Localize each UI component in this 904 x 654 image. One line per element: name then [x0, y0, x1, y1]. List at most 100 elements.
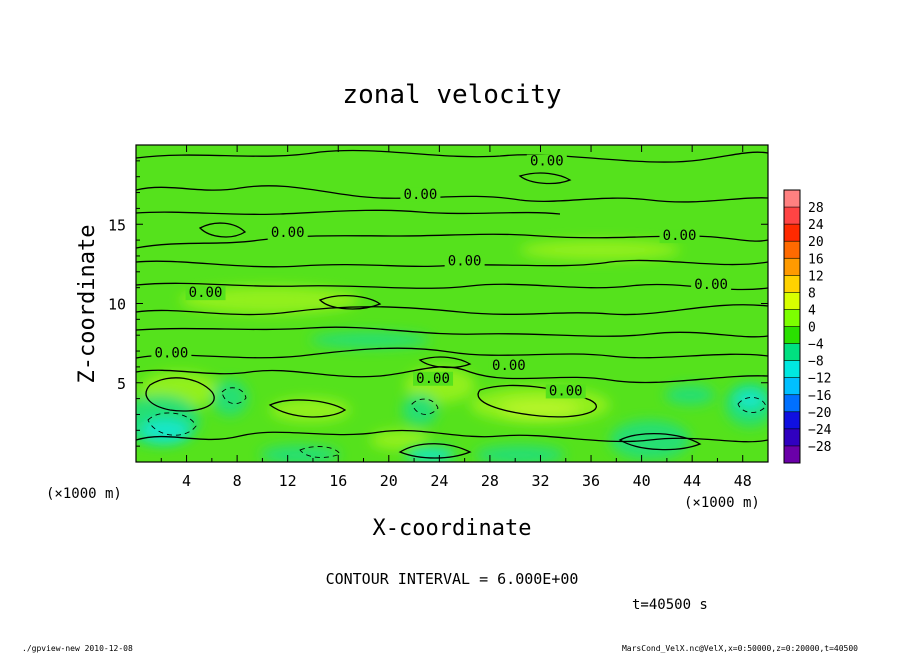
colorbar-swatch [784, 241, 800, 259]
x-axis-title: X-coordinate [373, 516, 532, 541]
colorbar-label: 4 [808, 303, 816, 318]
positive-region [370, 430, 430, 450]
negative-contour-lines [147, 387, 767, 458]
contour-label-background [444, 254, 485, 269]
contour-line [145, 377, 215, 412]
chart-title: zonal velocity [342, 80, 561, 110]
contour-line [318, 295, 382, 310]
contour-label: 0.00 [404, 187, 438, 203]
colorbar-swatch [784, 445, 800, 464]
colorbar-swatch [784, 309, 800, 327]
strong-positive-region [500, 400, 580, 416]
y-tick-label: 15 [108, 216, 126, 234]
colorbar-label: −12 [808, 372, 831, 387]
x-tick-label: 44 [683, 472, 701, 490]
contour-label: 0.00 [155, 345, 189, 361]
colorbar-label: −24 [808, 423, 832, 438]
colorbar-swatch [784, 292, 800, 310]
contour-line [268, 399, 347, 418]
y-axis: 5 10 15 [108, 160, 768, 447]
contour-label-background [659, 229, 700, 244]
contour-label-background [691, 278, 732, 293]
colorbar-label: −4 [808, 338, 824, 353]
y-tick-label: 5 [117, 375, 126, 393]
colorbar-label: 0 [808, 321, 816, 336]
y-tick-label: 10 [108, 296, 126, 314]
x-tick-label: 20 [380, 472, 398, 490]
negative-contour-line [411, 398, 439, 415]
contour-line [198, 222, 247, 238]
contour-line [136, 185, 768, 203]
negative-region [402, 394, 438, 426]
contour-line [477, 384, 597, 418]
contour-label-background [545, 384, 586, 399]
negative-contour-line [299, 446, 341, 458]
colorbar-label: 28 [808, 201, 824, 216]
contour-line [398, 443, 472, 459]
contour-line [618, 432, 702, 451]
contour-line [136, 149, 768, 163]
contour-label-background [488, 359, 529, 374]
y-axis-title: Z-coordinate [75, 225, 100, 384]
footer-right: MarsCond_VelX.nc@VelX,x=0:50000,z=0:2000… [622, 644, 858, 653]
contour-label-background [185, 286, 226, 301]
contour-label: 0.00 [694, 277, 728, 293]
colorbar-label: −8 [808, 355, 824, 370]
strong-negative-region [140, 418, 190, 442]
colorbar-swatch [784, 394, 800, 413]
contour-line [136, 209, 561, 216]
colorbar-swatch [784, 343, 800, 361]
contour-label: 0.00 [448, 253, 482, 269]
x-tick-label: 12 [279, 472, 297, 490]
contour-line [418, 356, 472, 369]
y-unit-label: (×1000 m) [46, 486, 122, 502]
x-axis: 4 8 12 16 20 24 28 32 36 40 44 48 [160, 145, 752, 490]
x-tick-label: 36 [582, 472, 600, 490]
colorbar-swatch [784, 428, 800, 447]
colorbar-swatch [784, 411, 800, 430]
colorbar-label: 12 [808, 269, 824, 284]
colorbar-swatch [784, 360, 800, 378]
x-tick-label: 8 [233, 472, 242, 490]
negative-region [260, 445, 340, 462]
negative-region [475, 445, 565, 462]
strong-shading [140, 390, 765, 462]
contour-label-background [267, 225, 308, 240]
contour-label: 0.00 [549, 383, 583, 399]
colorbar-swatch [784, 190, 800, 208]
strong-negative-region [735, 390, 765, 410]
plot-area: 0.00 0.00 0.00 0.00 0.00 0.00 0.00 0.00 0.00 0.00… [136, 145, 768, 462]
contour-line [136, 326, 768, 338]
positive-region [520, 240, 680, 260]
contour-line [136, 259, 768, 268]
colorbar-swatch [784, 377, 800, 396]
colorbar-label: −28 [808, 440, 831, 455]
x-tick-label: 28 [481, 472, 499, 490]
x-tick-label: 32 [531, 472, 549, 490]
x-unit-label: (×1000 m) [684, 495, 760, 511]
colorbar-label: −20 [808, 406, 831, 421]
contour-label-background [526, 154, 567, 169]
strong-negative-region [405, 448, 455, 462]
negative-contour-line [737, 397, 767, 413]
contour-line [136, 429, 768, 443]
negative-region [310, 332, 430, 348]
contour-label-background [400, 187, 441, 202]
contour-label: 0.00 [530, 154, 564, 170]
x-tick-label: 48 [734, 472, 752, 490]
contour-line [518, 172, 572, 185]
contour-label: 0.00 [271, 225, 305, 241]
colorbar-swatch [784, 258, 800, 276]
contour-label: 0.00 [663, 228, 697, 244]
colorbar: 28 24 20 16 12 8 4 0 −4 −8 −12 −16 −20 −24 −28 [783, 189, 832, 464]
x-tick-label: 40 [633, 472, 651, 490]
x-tick-label: 16 [329, 472, 347, 490]
colorbar-swatch [784, 224, 800, 242]
contour-label-background [413, 371, 454, 386]
negative-contour-line [147, 412, 197, 436]
contour-lines [136, 149, 768, 459]
colorbar-label: 20 [808, 235, 824, 250]
x-tick-label: 24 [430, 472, 448, 490]
x-tick-label: 4 [182, 472, 191, 490]
